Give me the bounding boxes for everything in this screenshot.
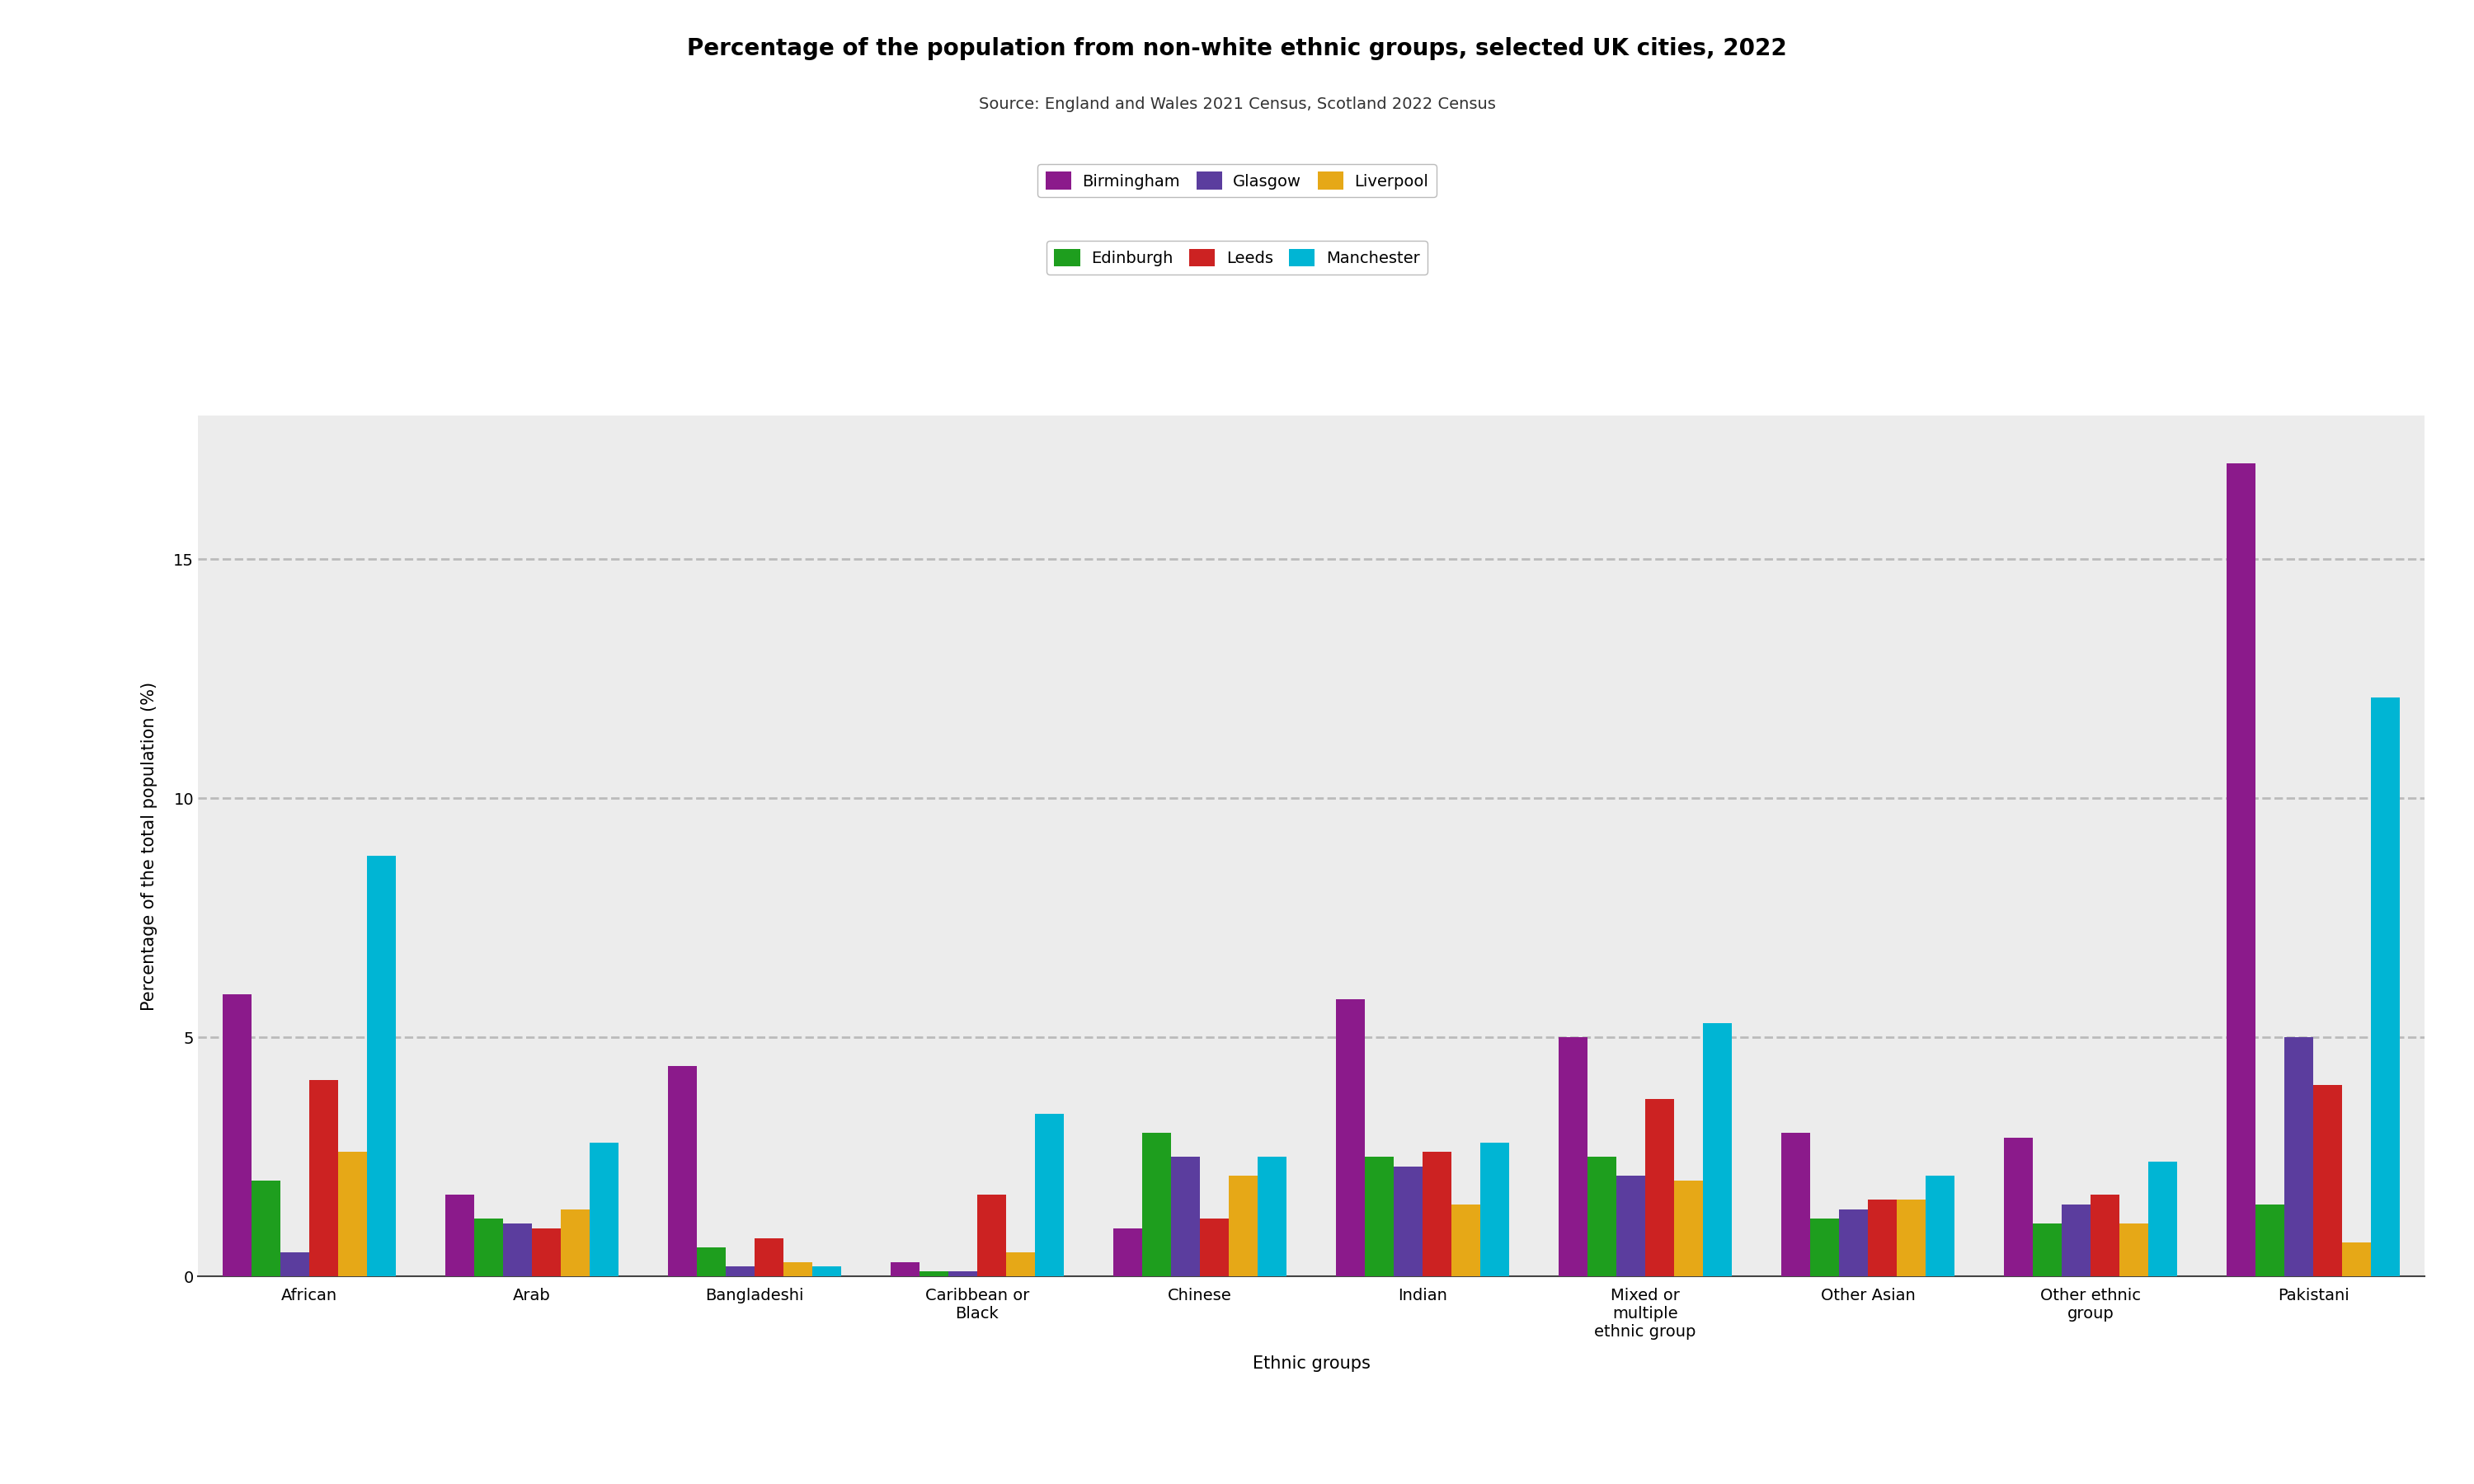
X-axis label: Ethnic groups: Ethnic groups <box>1252 1356 1371 1373</box>
Bar <box>532 1229 562 1276</box>
Bar <box>1702 1022 1732 1276</box>
Bar <box>1034 1113 1064 1276</box>
Bar <box>1452 1205 1479 1276</box>
Bar <box>755 1238 784 1276</box>
Bar <box>1230 1175 1257 1276</box>
Bar <box>2034 1224 2061 1276</box>
Bar <box>2061 1205 2091 1276</box>
Bar <box>1143 1132 1170 1276</box>
Bar <box>1170 1156 1200 1276</box>
Bar <box>339 1152 366 1276</box>
Bar <box>2343 1242 2370 1276</box>
Bar <box>475 1218 502 1276</box>
Bar <box>1366 1156 1393 1276</box>
Legend: Birmingham, Glasgow, Liverpool: Birmingham, Glasgow, Liverpool <box>1037 163 1437 197</box>
Bar <box>280 1252 309 1276</box>
Bar <box>2284 1037 2313 1276</box>
Bar <box>1257 1156 1286 1276</box>
Bar <box>2370 697 2400 1276</box>
Legend: Edinburgh, Leeds, Manchester: Edinburgh, Leeds, Manchester <box>1047 240 1427 275</box>
Bar <box>309 1080 339 1276</box>
Bar <box>948 1272 977 1276</box>
Bar <box>589 1143 618 1276</box>
Bar <box>784 1261 811 1276</box>
Bar <box>1898 1199 1925 1276</box>
Bar <box>1811 1218 1838 1276</box>
Bar <box>2004 1138 2034 1276</box>
Bar <box>1479 1143 1509 1276</box>
Bar <box>1423 1152 1452 1276</box>
Bar <box>1559 1037 1588 1276</box>
Text: Percentage of the population from non-white ethnic groups, selected UK cities, 2: Percentage of the population from non-wh… <box>688 37 1786 61</box>
Bar <box>252 1181 280 1276</box>
Bar <box>445 1195 475 1276</box>
Bar <box>2120 1224 2147 1276</box>
Bar <box>1781 1132 1811 1276</box>
Bar <box>1393 1166 1423 1276</box>
Bar <box>2091 1195 2120 1276</box>
Bar <box>977 1195 1007 1276</box>
Bar <box>366 855 396 1276</box>
Bar <box>1336 999 1366 1276</box>
Bar <box>1007 1252 1034 1276</box>
Bar <box>1200 1218 1230 1276</box>
Bar <box>223 994 252 1276</box>
Bar <box>1645 1100 1675 1276</box>
Bar <box>725 1267 755 1276</box>
Bar <box>1675 1181 1702 1276</box>
Bar <box>920 1272 948 1276</box>
Bar <box>891 1261 920 1276</box>
Bar <box>668 1066 698 1276</box>
Bar <box>2147 1162 2177 1276</box>
Bar <box>1588 1156 1616 1276</box>
Bar <box>2313 1085 2343 1276</box>
Bar <box>502 1224 532 1276</box>
Bar <box>1113 1229 1143 1276</box>
Bar <box>2227 463 2256 1276</box>
Bar <box>562 1209 589 1276</box>
Bar <box>1838 1209 1868 1276</box>
Bar <box>1868 1199 1898 1276</box>
Text: Source: England and Wales 2021 Census, Scotland 2022 Census: Source: England and Wales 2021 Census, S… <box>980 96 1494 113</box>
Bar <box>698 1248 725 1276</box>
Bar <box>2256 1205 2284 1276</box>
Bar <box>811 1267 841 1276</box>
Bar <box>1925 1175 1954 1276</box>
Y-axis label: Percentage of the total population (%): Percentage of the total population (%) <box>141 681 158 1011</box>
Bar <box>1616 1175 1645 1276</box>
